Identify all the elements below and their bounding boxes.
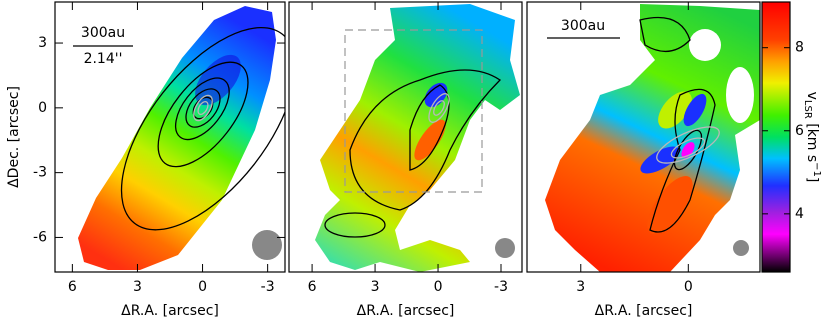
x-tick-label: -3: [261, 279, 275, 295]
x-tick-label: 0: [684, 279, 693, 295]
x-axis-label: ΔR.A. [arcsec]: [595, 303, 693, 319]
scale-label: 300au: [81, 25, 125, 41]
scale-label: 2.14'': [84, 51, 123, 67]
y-tick-label: 0: [38, 100, 47, 116]
y-tick-label: -6: [33, 229, 47, 245]
colorbar-tick-label: 6: [795, 123, 804, 139]
x-tick-label: -3: [494, 279, 508, 295]
x-tick-label: 0: [434, 279, 443, 295]
x-tick-label: 3: [576, 279, 585, 295]
colorbar-tick-label: 4: [795, 206, 804, 222]
y-tick-label: 3: [38, 35, 47, 51]
x-tick-label: 3: [371, 279, 380, 295]
axes-frame: [54, 1, 286, 273]
scale-label: 300au: [561, 18, 605, 34]
velocity-map: [545, 4, 760, 272]
colorbar-frame: [761, 1, 791, 273]
x-tick-label: 3: [133, 279, 142, 295]
x-tick-label: 6: [308, 279, 317, 295]
x-tick-label: 6: [68, 279, 77, 295]
axes-frame: [526, 1, 761, 273]
colorbar-label: vLSR [km s−1]: [802, 92, 822, 183]
velocity-map: [315, 4, 520, 272]
x-axis-label: ΔR.A. [arcsec]: [357, 303, 455, 319]
axes-frame: [288, 1, 523, 273]
colorbar-tick-label: 8: [795, 40, 804, 56]
x-axis-label: ΔR.A. [arcsec]: [121, 303, 219, 319]
y-tick-label: -3: [33, 165, 47, 181]
colorbar: [762, 2, 790, 272]
x-tick-label: 0: [198, 279, 207, 295]
velocity-map: [73, 6, 285, 270]
y-axis-label: ΔDec. [arcsec]: [6, 86, 22, 188]
